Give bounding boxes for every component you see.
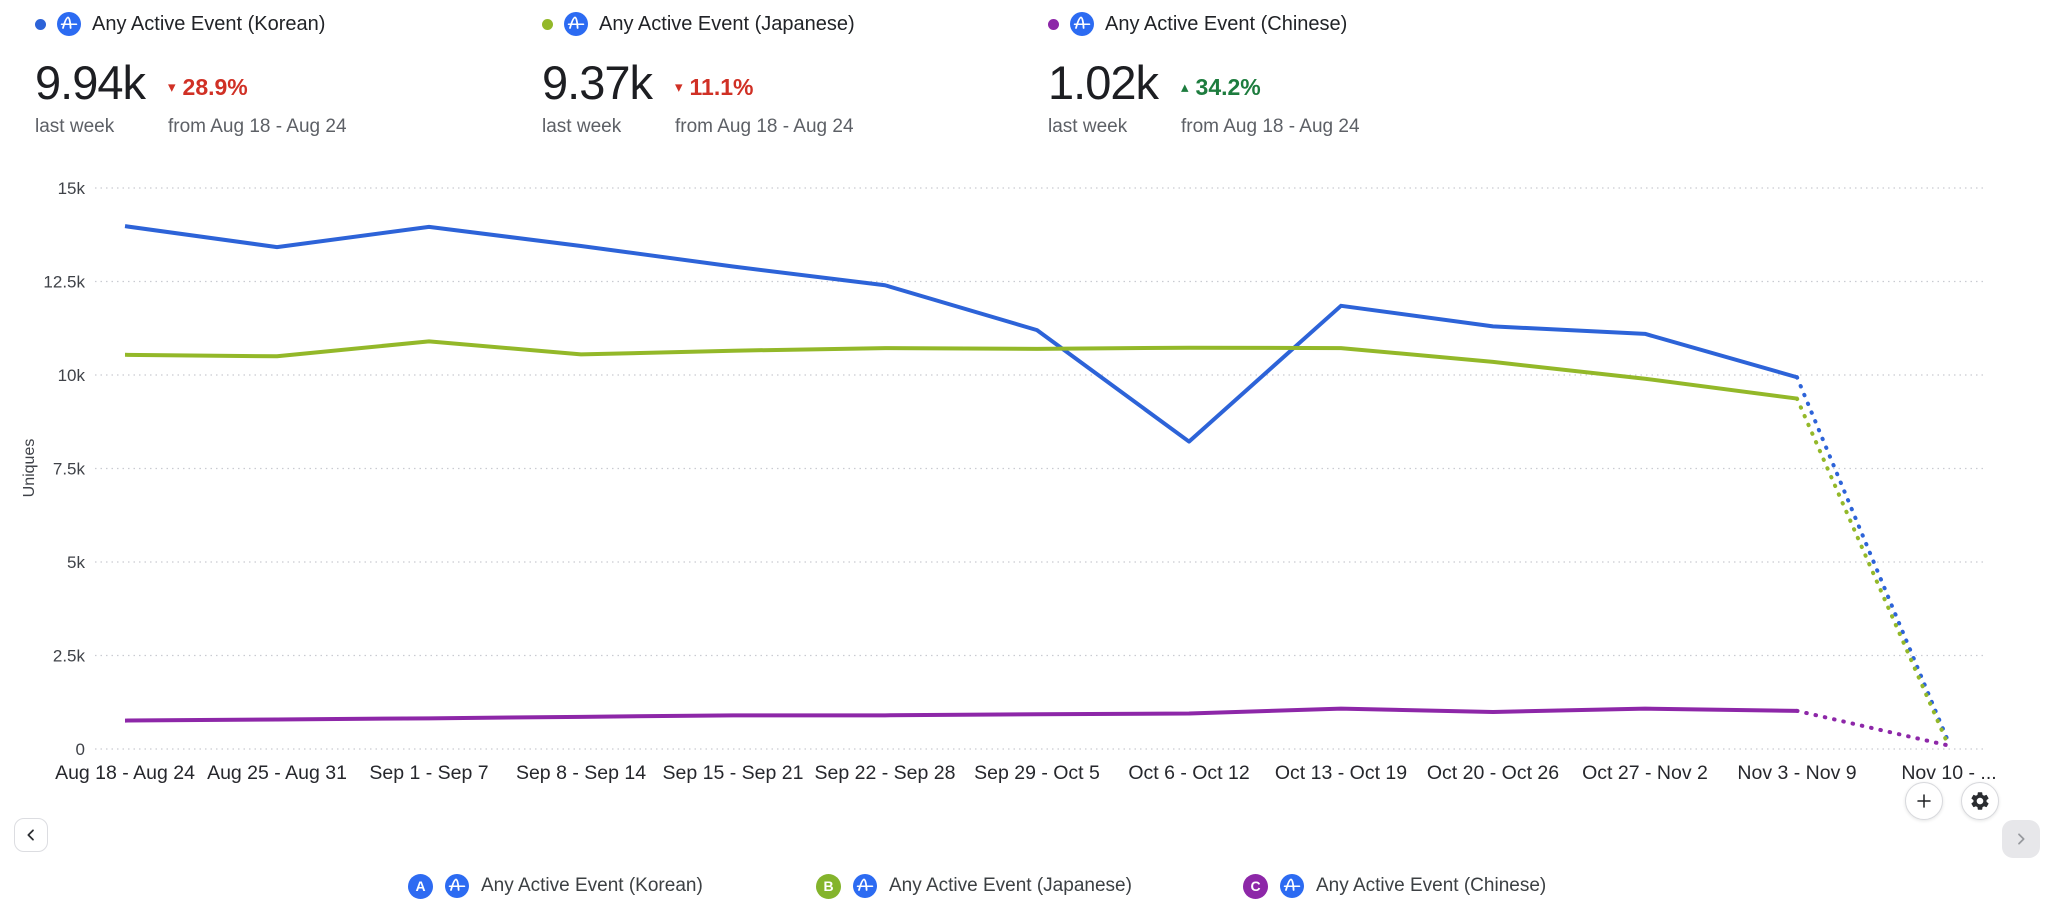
metric-change-pct: 34.2% xyxy=(1195,74,1261,101)
amplitude-event-icon xyxy=(445,874,469,898)
x-tick-label: Oct 27 - Nov 2 xyxy=(1582,762,1708,784)
x-tick-label: Nov 3 - Nov 9 xyxy=(1737,762,1856,784)
x-tick-label: Sep 29 - Oct 5 xyxy=(974,762,1100,784)
metric-japanese: Any Active Event (Japanese) 9.37k ▾ 11.1… xyxy=(542,10,855,138)
uniques-line-chart: 0 2.5k 5k 7.5k 10k 12.5k 15k Aug 18 - Aug 24 Aug… xyxy=(0,150,2048,810)
series-c-badge: C xyxy=(1243,873,1268,899)
x-tick-label: Nov 10 - ... xyxy=(1901,762,1996,784)
metric-compare-range: from Aug 18 - Aug 24 xyxy=(675,116,854,138)
metric-value: 1.02k xyxy=(1048,56,1159,109)
plus-icon[interactable] xyxy=(1905,782,1943,820)
series-color-dot xyxy=(542,18,553,30)
legend-item-chinese[interactable]: C Any Active Event (Chinese) xyxy=(1243,872,1546,900)
metric-period: last week xyxy=(35,116,115,138)
metric-compare-range: from Aug 18 - Aug 24 xyxy=(168,116,347,138)
metric-korean: Any Active Event (Korean) 9.94k ▾ 28.9% … xyxy=(35,10,347,138)
series-line-partial-dotted[interactable] xyxy=(1795,396,1951,749)
amplitude-event-icon xyxy=(57,12,81,36)
metric-change-pct: 11.1% xyxy=(689,74,754,101)
y-tick-label: 5k xyxy=(67,553,85,572)
metric-period: last week xyxy=(1048,116,1128,138)
x-tick-label: Oct 13 - Oct 19 xyxy=(1275,762,1407,784)
trend-up-icon: ▴ xyxy=(1181,79,1189,97)
x-tick-label: Oct 20 - Oct 26 xyxy=(1427,762,1559,784)
series-line[interactable] xyxy=(124,706,1798,723)
amplitude-event-icon xyxy=(1070,12,1094,36)
amplitude-event-icon xyxy=(1280,874,1304,898)
series-color-dot xyxy=(35,18,46,30)
trend-down-icon: ▾ xyxy=(675,79,683,97)
y-tick-label: 15k xyxy=(58,179,86,198)
chevron-right-icon[interactable] xyxy=(2002,820,2040,858)
series-a-badge: A xyxy=(408,873,433,899)
x-tick-label: Sep 8 - Sep 14 xyxy=(516,762,646,784)
chevron-left-icon[interactable] xyxy=(14,818,48,852)
x-tick-label: Sep 22 - Sep 28 xyxy=(815,762,956,784)
chart-plot-area[interactable]: 0 2.5k 5k 7.5k 10k 12.5k 15k Aug 18 - Aug 24 Aug… xyxy=(0,150,2048,810)
trend-down-icon: ▾ xyxy=(168,79,176,97)
amplitude-event-icon xyxy=(853,874,877,898)
y-tick-label: 7.5k xyxy=(53,460,86,479)
legend-item-korean[interactable]: A Any Active Event (Korean) xyxy=(408,872,703,900)
series-line-partial-dotted[interactable] xyxy=(1795,375,1951,746)
y-tick-label: 2.5k xyxy=(53,647,86,666)
series-line[interactable] xyxy=(124,224,1798,444)
metric-title: Any Active Event (Chinese) xyxy=(1105,12,1348,35)
amplitude-event-icon xyxy=(564,12,588,36)
y-tick-label: 0 xyxy=(76,740,85,759)
x-tick-label: Sep 15 - Sep 21 xyxy=(663,762,804,784)
metric-value: 9.37k xyxy=(542,56,653,109)
metric-title: Any Active Event (Korean) xyxy=(92,12,326,35)
series-color-dot xyxy=(1048,18,1059,30)
metric-change-pct: 28.9% xyxy=(182,74,248,101)
metric-compare-range: from Aug 18 - Aug 24 xyxy=(1181,116,1360,138)
metric-value: 9.94k xyxy=(35,56,146,109)
series-line[interactable] xyxy=(124,339,1798,401)
legend-label: Any Active Event (Chinese) xyxy=(1316,875,1547,896)
legend-item-japanese[interactable]: B Any Active Event (Japanese) xyxy=(816,872,1132,900)
x-tick-label: Aug 18 - Aug 24 xyxy=(55,762,195,784)
legend-label: Any Active Event (Korean) xyxy=(481,875,703,896)
metric-period: last week xyxy=(542,116,622,138)
x-tick-label: Sep 1 - Sep 7 xyxy=(369,762,488,784)
series-b-badge: B xyxy=(816,873,841,899)
gear-icon[interactable] xyxy=(1961,782,1999,820)
legend-label: Any Active Event (Japanese) xyxy=(889,875,1132,896)
y-tick-label: 10k xyxy=(58,366,86,385)
series-line-partial-dotted[interactable] xyxy=(1795,708,1951,748)
x-tick-label: Aug 25 - Aug 31 xyxy=(207,762,347,784)
metric-title: Any Active Event (Japanese) xyxy=(599,12,855,35)
x-tick-label: Oct 6 - Oct 12 xyxy=(1128,762,1249,784)
y-tick-label: 12.5k xyxy=(43,273,85,292)
metric-chinese: Any Active Event (Chinese) 1.02k ▴ 34.2%… xyxy=(1048,10,1360,138)
